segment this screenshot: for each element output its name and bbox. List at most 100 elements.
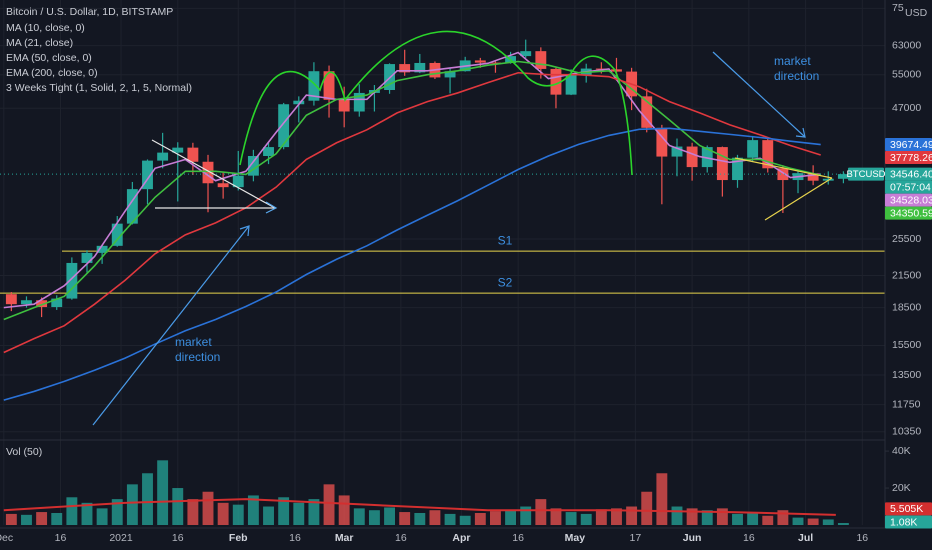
volume-bar xyxy=(837,523,849,525)
volume-bar xyxy=(414,512,426,525)
volume-bar xyxy=(747,512,759,525)
volume-bar xyxy=(217,502,229,525)
candle-body xyxy=(353,92,365,112)
volume-bar xyxy=(429,510,441,525)
volume-tag xyxy=(885,502,932,516)
volume-bar xyxy=(338,495,350,525)
volume-bar xyxy=(96,508,108,525)
volume-bar xyxy=(36,512,48,525)
y-tick-label: 15500 xyxy=(892,339,921,351)
volume-bar xyxy=(580,513,592,525)
ma-line xyxy=(3,71,821,354)
x-tick-label: 16 xyxy=(55,532,67,544)
volume-bar xyxy=(172,488,184,525)
candle-body xyxy=(338,99,350,112)
candle-body xyxy=(399,64,411,73)
ma-line xyxy=(3,51,821,309)
y-tick-label: 75 xyxy=(892,2,904,14)
candle-body xyxy=(323,71,335,100)
y-tick-label: 63000 xyxy=(892,39,921,51)
candle-body xyxy=(762,140,774,169)
candle-body xyxy=(278,104,290,148)
candle-body xyxy=(172,147,184,153)
symbol-label: BTCUSD xyxy=(846,169,885,180)
volume-bar xyxy=(656,473,668,525)
candle-body xyxy=(550,68,562,95)
volume-bar xyxy=(732,513,743,525)
x-tick-label: 16 xyxy=(395,532,407,544)
currency: USD xyxy=(905,7,928,19)
ma-line xyxy=(3,127,821,401)
level-label: S1 xyxy=(498,233,513,247)
countdown-tag xyxy=(885,180,932,194)
volume-bar xyxy=(142,473,153,525)
volume-bar xyxy=(81,502,93,525)
x-tick-label: 17 xyxy=(630,532,642,544)
volume-bar xyxy=(111,499,123,525)
candle-body xyxy=(142,160,153,190)
candle-body xyxy=(126,189,138,224)
volume-bar xyxy=(565,512,577,525)
x-tick-label: Jul xyxy=(798,532,813,544)
volume-bar xyxy=(762,515,774,525)
annotation: direction xyxy=(774,69,819,83)
y-tick-label: 21500 xyxy=(892,269,921,281)
candle-body xyxy=(747,140,759,158)
legend-entry: MA (10, close, 0) xyxy=(6,22,85,34)
price-tag xyxy=(885,193,932,207)
candle-body xyxy=(96,245,108,253)
volume-bar xyxy=(490,511,501,525)
candle-body xyxy=(701,147,713,168)
x-tick-label: 16 xyxy=(512,532,524,544)
candle-body xyxy=(474,60,486,63)
volume-bar xyxy=(5,513,17,525)
candle-body xyxy=(111,223,123,246)
x-tick-label: Feb xyxy=(229,532,248,544)
candle-body xyxy=(66,262,78,299)
price-tag xyxy=(885,151,932,165)
price-tag-label: 39674.49 xyxy=(890,139,932,151)
volume-bar xyxy=(353,508,365,525)
candle-body xyxy=(81,252,93,263)
candle-body xyxy=(732,157,743,181)
arrow-head xyxy=(265,201,278,214)
countdown-label: 07:57:04 xyxy=(890,181,931,193)
y-tick-label: 11750 xyxy=(892,398,921,410)
volume-bar xyxy=(126,484,138,525)
candle-body xyxy=(293,100,305,105)
volume-bar xyxy=(202,491,214,525)
volume-tag xyxy=(885,515,932,529)
legend-entry: EMA (50, close, 0) xyxy=(6,52,92,64)
y-tick-label: 18500 xyxy=(892,301,921,313)
volume-bar xyxy=(399,512,411,525)
price-tag-label: 34546.40 xyxy=(890,168,932,180)
candle-body xyxy=(490,62,501,64)
y-tick-label: 13500 xyxy=(892,369,921,381)
volume-bar xyxy=(777,510,789,525)
candle-body xyxy=(202,161,214,184)
candle-body xyxy=(520,51,532,57)
x-tick-label: Apr xyxy=(452,532,470,544)
legend: Bitcoin / U.S. Dollar, 1D, BITSTAMP MA (… xyxy=(6,6,192,458)
y-tick-label: 47000 xyxy=(892,102,921,114)
price-tag-label: 34528.03 xyxy=(890,194,932,206)
volume-bar xyxy=(807,518,819,525)
volume-bar xyxy=(595,509,607,525)
candle-body xyxy=(21,300,32,305)
candle-body xyxy=(51,298,63,308)
candle-body xyxy=(444,71,456,78)
volume-bar xyxy=(444,513,456,525)
volume-bar xyxy=(323,484,335,525)
candle-body xyxy=(565,75,577,95)
volume-bar xyxy=(611,508,622,525)
candle-body xyxy=(535,51,547,69)
candle-body xyxy=(5,294,17,305)
candle-body xyxy=(716,147,728,181)
candle-body xyxy=(414,62,426,73)
price-tag-label: 37778.26 xyxy=(890,152,932,164)
volume-bar xyxy=(474,512,486,525)
volume-bar xyxy=(792,517,804,525)
arrow-head xyxy=(795,127,806,138)
